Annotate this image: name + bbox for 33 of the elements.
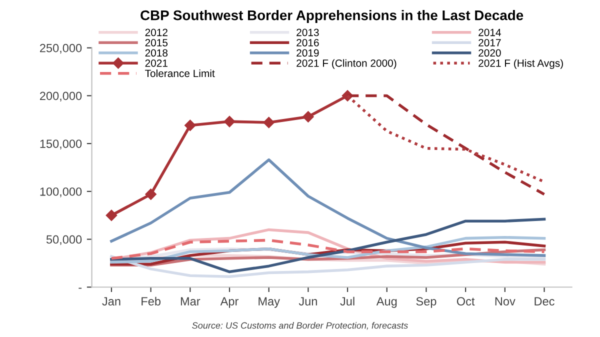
x-tick-label: Oct [456, 297, 475, 306]
legend-label: 2021 F (Hist Avgs) [478, 59, 563, 69]
x-tick-label: Jul [340, 296, 354, 306]
legend-label: 2021 F (Clinton 2000) [296, 59, 396, 69]
legend-label: 2015 [145, 39, 168, 46]
legend-label: 2012 [145, 28, 168, 36]
y-tick-label: 100,000 [40, 187, 82, 198]
legend-label: 2020 [478, 49, 501, 57]
x-tick-label: Apr [220, 297, 238, 308]
x-tick-label: Dec [534, 297, 554, 306]
source-note: Source: US Customs and Border Protection, forecasts [192, 322, 408, 330]
legend-label: 2014 [478, 28, 501, 36]
chart-title: CBP Southwest Border Apprehensions in the Last Decade [140, 10, 524, 23]
legend-label: 2019 [296, 49, 319, 57]
legend-label: 2018 [145, 49, 168, 57]
y-tick-label: 250,000 [40, 44, 82, 54]
y-tick-label: 50,000 [46, 235, 82, 246]
x-tick-label: Jun [298, 297, 317, 306]
x-tick-label: Mar [180, 297, 200, 306]
legend-label: 2016 [296, 39, 319, 46]
x-tick-label: Aug [376, 297, 397, 308]
legend-label: 2017 [478, 39, 501, 46]
x-tick-label: Nov [495, 297, 516, 306]
y-tick-label: - [78, 288, 82, 289]
y-tick-label: 200,000 [40, 92, 82, 102]
x-tick-label: Sep [416, 297, 436, 308]
legend-label: 2013 [296, 28, 319, 36]
legend-label: Tolerance Limit [145, 69, 215, 78]
x-tick-label: Jan [102, 297, 120, 306]
y-tick-label: 150,000 [40, 140, 82, 150]
legend-label: 2021 [145, 59, 168, 67]
x-tick-label: Feb [142, 296, 160, 306]
x-tick-label: May [258, 297, 280, 308]
